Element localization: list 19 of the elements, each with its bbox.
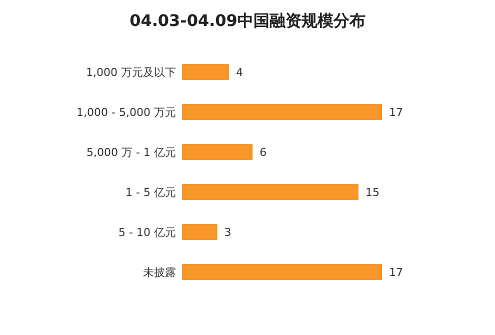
y-tick-label: 1 - 5 亿元: [126, 186, 176, 199]
bar: [182, 224, 218, 240]
y-tick-label: 5 - 10 亿元: [118, 226, 176, 239]
y-tick-label: 5,000 万 - 1 亿元: [86, 146, 176, 159]
bar: [182, 64, 230, 80]
chart-title: 04.03-04.09中国融资规模分布: [130, 11, 366, 30]
y-tick-label: 1,000 万元及以下: [86, 66, 176, 79]
bar: [182, 104, 382, 120]
data-label: 15: [365, 186, 380, 199]
bar: [182, 144, 253, 160]
data-label: 4: [236, 66, 244, 79]
y-tick-label: 1,000 - 5,000 万元: [76, 106, 176, 119]
bar: [182, 184, 358, 200]
data-label: 6: [260, 146, 267, 159]
y-tick-label: 未披露: [143, 266, 176, 279]
data-label: 3: [224, 226, 232, 239]
data-label: 17: [389, 106, 403, 119]
bar: [182, 264, 382, 280]
data-label: 17: [389, 266, 403, 279]
